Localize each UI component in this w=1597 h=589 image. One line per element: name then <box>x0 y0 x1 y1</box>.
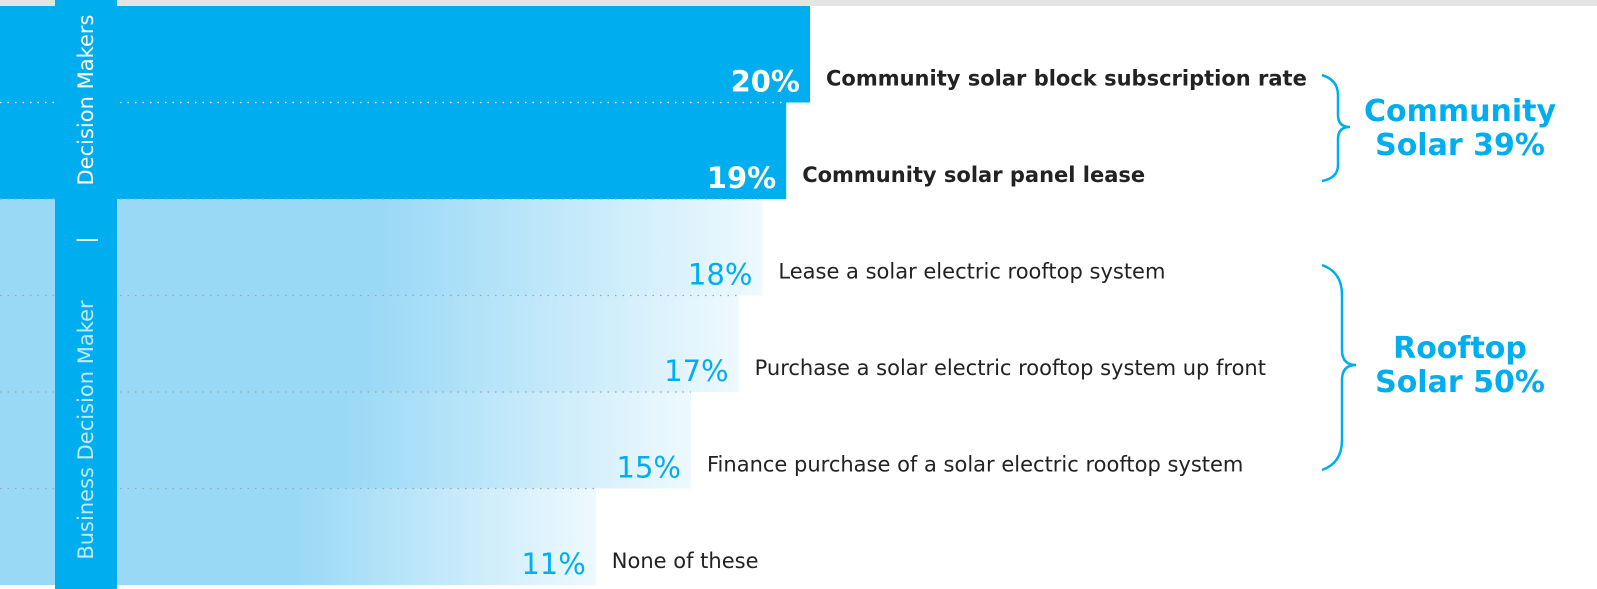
brace <box>1321 263 1357 472</box>
bar <box>0 295 739 392</box>
bar <box>0 102 787 199</box>
side-label: Business Decision Maker <box>74 300 98 560</box>
side-label: Decision Makers <box>74 15 98 186</box>
top-band <box>0 0 1597 6</box>
value-label: 17% <box>664 354 728 388</box>
category-label: None of these <box>612 549 759 573</box>
group-label: Solar 39% <box>1375 128 1545 163</box>
value-label: 18% <box>688 258 752 292</box>
value-label: 19% <box>707 161 776 195</box>
brace <box>1321 73 1351 183</box>
group-label: Rooftop <box>1393 331 1527 366</box>
bar <box>0 199 763 296</box>
bar <box>0 6 810 103</box>
side-label: | <box>74 236 99 243</box>
value-label: 20% <box>731 65 800 99</box>
group-label: Community <box>1364 94 1556 129</box>
category-label: Community solar panel lease <box>802 163 1145 187</box>
side-strip <box>55 0 117 589</box>
value-label: 11% <box>521 547 585 581</box>
category-label: Purchase a solar electric rooftop system… <box>755 356 1266 380</box>
category-label: Community solar block subscription rate <box>826 67 1307 91</box>
category-label: Finance purchase of a solar electric roo… <box>707 453 1243 477</box>
value-label: 15% <box>617 451 681 485</box>
group-label: Solar 50% <box>1375 365 1545 400</box>
category-label: Lease a solar electric rooftop system <box>778 260 1165 284</box>
